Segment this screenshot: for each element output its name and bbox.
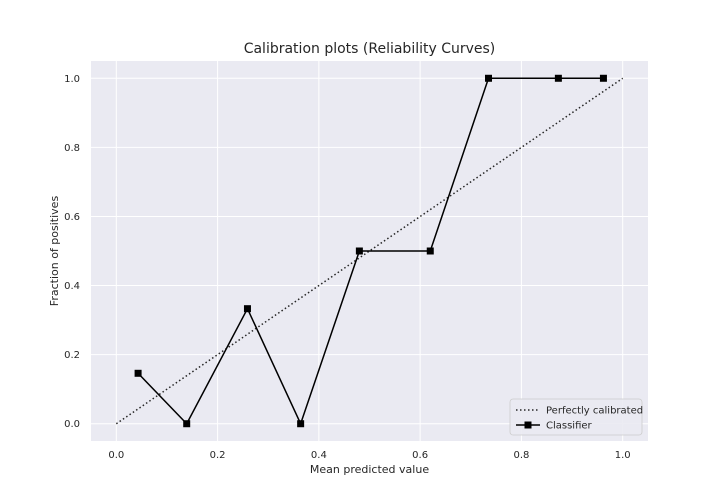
y-tick-label: 0.6: [64, 212, 80, 223]
x-tick-label: 0.6: [412, 450, 428, 461]
x-tick-label: 0.0: [108, 450, 124, 461]
classifier-point: [484, 74, 492, 82]
classifier-point: [297, 420, 305, 428]
legend-marker: [524, 421, 532, 429]
classifier-point: [134, 369, 142, 377]
classifier-point: [599, 74, 607, 82]
legend-label: Perfectly calibrated: [546, 406, 643, 417]
legend-label: Classifier: [546, 421, 593, 432]
x-tick-labels: 0.0 0.2 0.4 0.6 0.8 1.0: [108, 450, 630, 461]
y-tick-label: 1.0: [64, 74, 80, 85]
x-tick-label: 0.4: [311, 450, 327, 461]
classifier-point: [426, 247, 434, 255]
classifier-point: [243, 305, 251, 313]
y-tick-labels: 0.0 0.2 0.4 0.6 0.8 1.0: [64, 74, 80, 430]
legend: Perfectly calibrated Classifier: [509, 398, 643, 436]
y-axis-label: Fraction of positives: [48, 196, 61, 307]
legend-box: [509, 398, 643, 436]
classifier-point: [183, 420, 191, 428]
y-tick-label: 0.4: [64, 281, 80, 292]
x-tick-label: 0.8: [513, 450, 529, 461]
x-tick-label: 1.0: [615, 450, 631, 461]
y-tick-label: 0.8: [64, 143, 80, 154]
chart-title: Calibration plots (Reliability Curves): [244, 41, 496, 57]
classifier-point: [554, 74, 562, 82]
x-tick-label: 0.2: [210, 450, 226, 461]
grid-lines: [91, 61, 648, 441]
y-tick-label: 0.2: [64, 350, 80, 361]
x-axis-label: Mean predicted value: [310, 463, 429, 476]
y-tick-label: 0.0: [64, 419, 80, 430]
classifier-point: [355, 247, 363, 255]
series-layer: [115, 74, 624, 428]
